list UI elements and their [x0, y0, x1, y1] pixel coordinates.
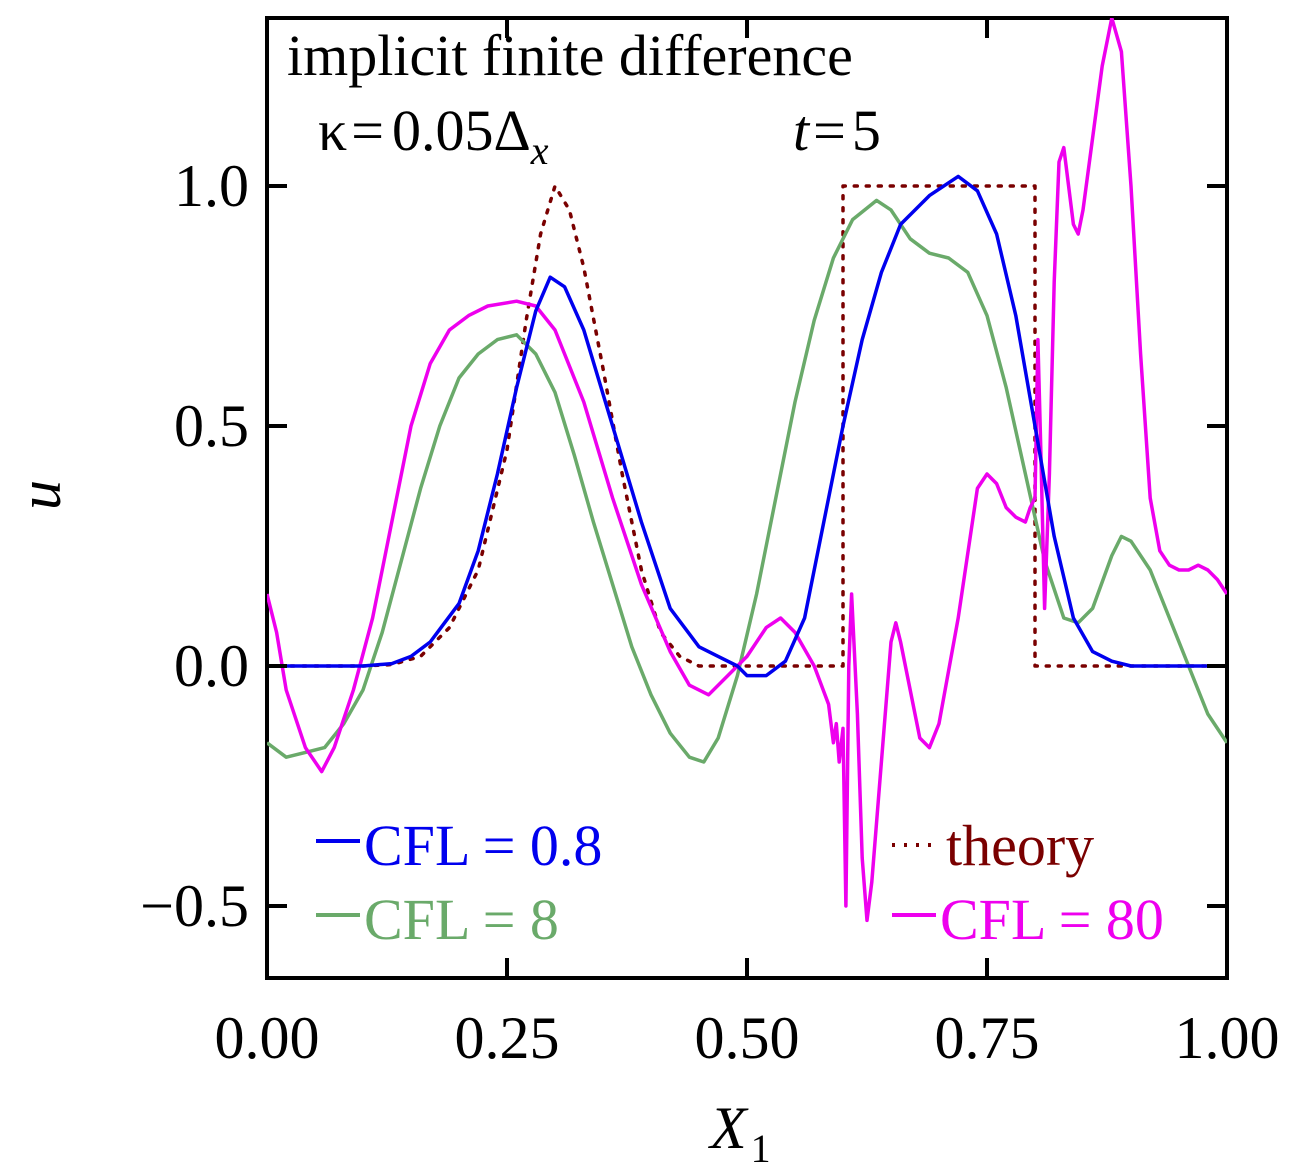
y-tick-label: −0.5	[140, 873, 249, 939]
time-var: t	[793, 98, 811, 163]
series-line-cfl-8	[267, 198, 1227, 764]
y-tick-labels: −0.5 0.0 0.5 1.0	[140, 153, 249, 939]
y-tick-label: 0.5	[174, 393, 249, 459]
series-line-cfl-80	[267, 18, 1227, 923]
time-value: 5	[852, 98, 881, 163]
kappa-symbol: κ	[318, 98, 347, 163]
time-annotation: t= 5	[793, 98, 881, 163]
x-tick-label: 0.25	[455, 1005, 560, 1071]
x-axis-label-subscript: 1	[751, 1126, 771, 1171]
time-eq: =	[813, 98, 846, 163]
legend-label-theory: theory	[946, 813, 1094, 878]
legend-label-cfl-0-8: CFL = 0.8	[364, 813, 602, 878]
kappa-eq: =	[351, 98, 384, 163]
legend-label-cfl-80: CFL = 80	[940, 887, 1164, 952]
y-tick-label: 0.0	[174, 633, 249, 699]
kappa-subscript: x	[530, 128, 549, 173]
legend-label-cfl-8: CFL = 8	[364, 887, 559, 952]
series-line-cfl-0-8	[267, 174, 1227, 678]
y-axis-label: u	[7, 480, 73, 510]
y-tick-label: 1.0	[174, 153, 249, 219]
x-axis-label-main: X	[708, 1095, 749, 1161]
x-tick-label: 0.75	[935, 1005, 1040, 1071]
x-tick-label: 0.00	[215, 1005, 320, 1071]
x-tick-labels: 0.00 0.25 0.50 0.75 1.00	[215, 1005, 1280, 1071]
chart-title: implicit finite difference	[287, 23, 853, 88]
series-layer	[267, 18, 1227, 923]
kappa-annotation: κ= 0.05Δx	[318, 98, 549, 173]
x-tick-label: 1.00	[1175, 1005, 1280, 1071]
kappa-value: 0.05Δ	[392, 98, 531, 163]
x-tick-label: 0.50	[695, 1005, 800, 1071]
legend: CFL = 0.8 CFL = 8 theory CFL = 80	[316, 813, 1164, 952]
series-line-theory	[267, 184, 1227, 668]
tick-layer	[265, 18, 1229, 978]
